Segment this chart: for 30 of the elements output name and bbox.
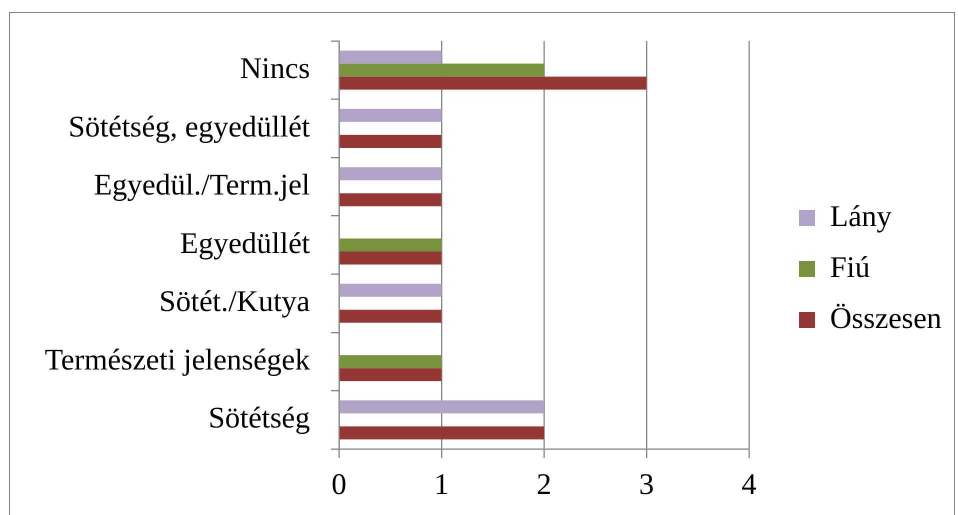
bar (340, 76, 646, 90)
y-tick-label: Sötétség (208, 402, 310, 435)
bar (340, 400, 544, 414)
legend-label: Összesen (830, 302, 942, 335)
x-tick-label: 2 (536, 468, 552, 501)
y-tick-label: Természeti jelenségek (44, 343, 310, 376)
y-tick-label: Nincs (240, 52, 310, 86)
bar (340, 368, 442, 382)
y-tick-label: Egyedül./Term.jel (94, 168, 310, 202)
y-tick-label: Sötétség, egyedüllét (68, 110, 311, 144)
x-tick-label: 0 (332, 468, 346, 501)
bar (340, 284, 442, 297)
bar (340, 108, 442, 122)
bar (340, 193, 442, 206)
bar (340, 426, 544, 440)
legend-label: Fiú (830, 250, 870, 284)
x-tick-label: 4 (742, 468, 756, 501)
bar (340, 167, 442, 180)
y-tick-label: Sötét./Kutya (159, 285, 310, 318)
bar (340, 50, 442, 64)
x-tick-label: 3 (639, 468, 654, 501)
legend-label: Lány (830, 200, 892, 233)
bar (340, 310, 442, 323)
bar (340, 238, 442, 252)
bar (340, 64, 544, 77)
x-tick-label: 1 (434, 468, 449, 501)
bar (340, 134, 442, 148)
y-tick-label: Egyedüllét (180, 226, 311, 260)
bar (340, 252, 442, 265)
bar (340, 355, 442, 368)
